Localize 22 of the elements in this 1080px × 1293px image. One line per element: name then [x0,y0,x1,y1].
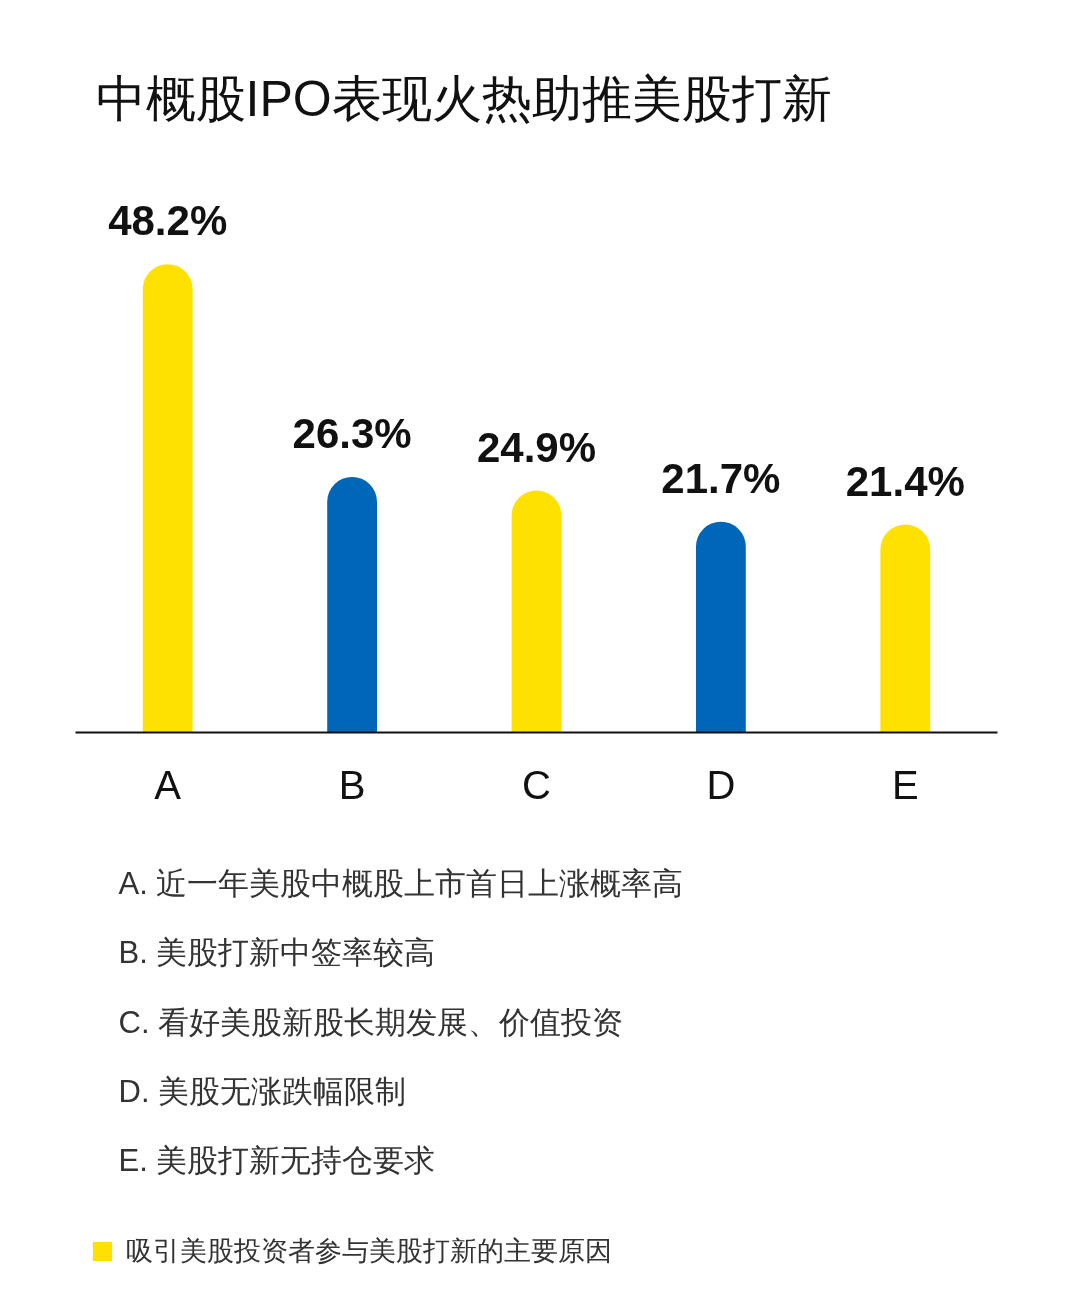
bar [511,490,562,733]
x-tick-label: A [154,762,182,807]
x-tick-label: C [522,762,551,807]
x-tick-label: E [891,762,919,807]
text: E. 美股打新无持仓要求 [118,1143,436,1179]
chart-title: 中概股IPO表现火热助推美股打新 [95,70,832,127]
data-label: 21.4% [845,457,965,505]
text: A. 近一年美股中概股上市首日上涨概率高 [118,866,684,901]
legend-label: 吸引美股投资者参与美股打新的主要原因 [126,1235,612,1268]
text: C. 看好美股新股长期发展、价值投资 [118,1004,624,1040]
text: D. 美股无涨跌幅限制 [118,1073,407,1109]
x-tick-label: B [338,762,366,807]
data-label: 24.9% [476,423,597,471]
data-label: 48.2% [108,197,228,245]
bar [327,476,377,733]
bar [696,521,746,733]
bar [142,264,193,733]
bar [880,524,931,733]
text: B. 美股打新中签率较高 [118,935,436,971]
data-label: 26.3% [292,409,412,457]
data-label: 21.7% [661,454,781,502]
x-tick-label: D [706,762,736,807]
